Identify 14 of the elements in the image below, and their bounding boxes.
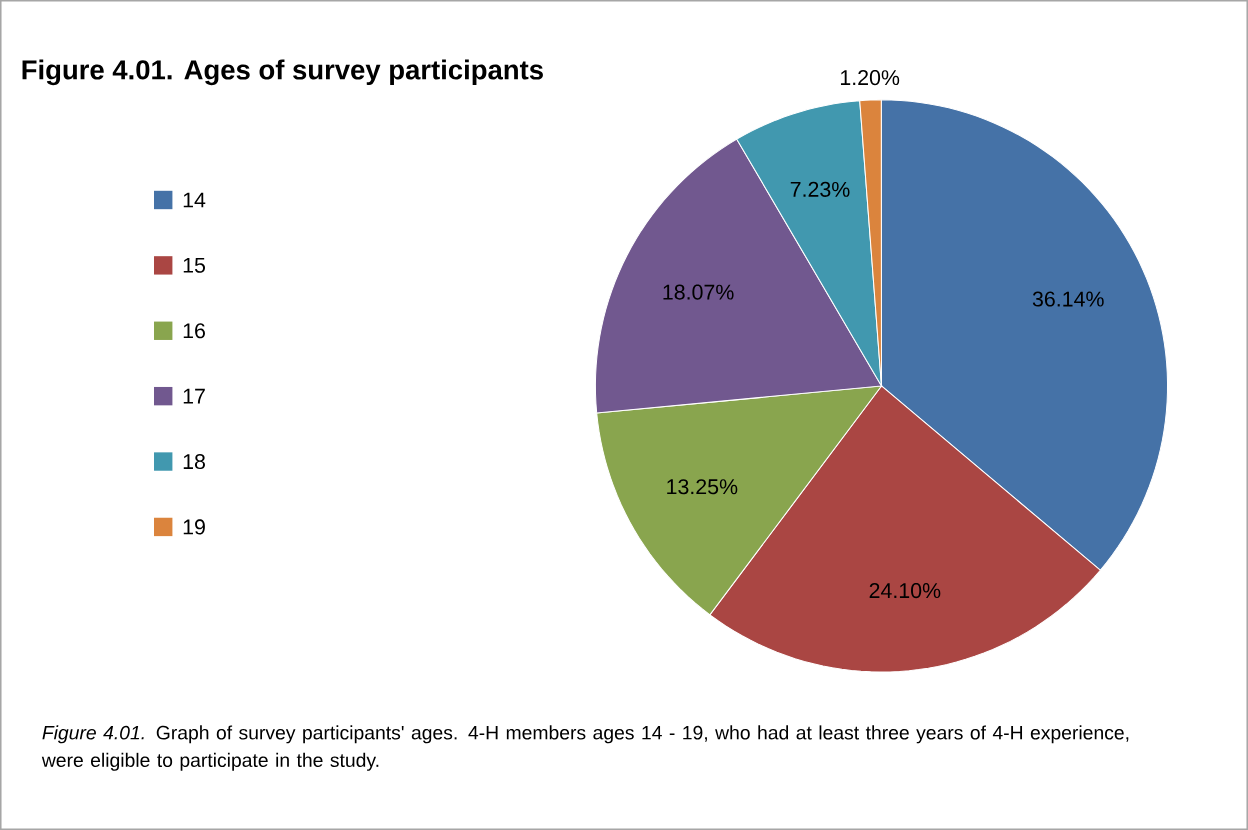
- text: Figure 4.01. Graph of survey participants' ages. 4-H members ages 14 - 19, who had at least three years of 4-H experience, were eligible to participate in the study.: [41, 725, 1129, 771]
- data-label: 1.20%: [840, 69, 900, 86]
- legend-label: 14: [183, 192, 206, 208]
- legend-label: 19: [183, 519, 205, 535]
- data-label: 36.14%: [1032, 291, 1104, 307]
- data-label: 18.07%: [663, 284, 734, 300]
- data-label: 7.23%: [790, 181, 850, 197]
- legend-label: 16: [183, 323, 205, 339]
- legend-label: 15: [183, 257, 206, 273]
- chart-title: Figure 4.01. Ages of survey participants: [22, 59, 543, 86]
- legend-label: 17: [183, 388, 205, 404]
- data-label: 24.10%: [869, 582, 941, 599]
- data-label: 13.25%: [667, 479, 738, 495]
- legend-label: 18: [183, 453, 205, 470]
